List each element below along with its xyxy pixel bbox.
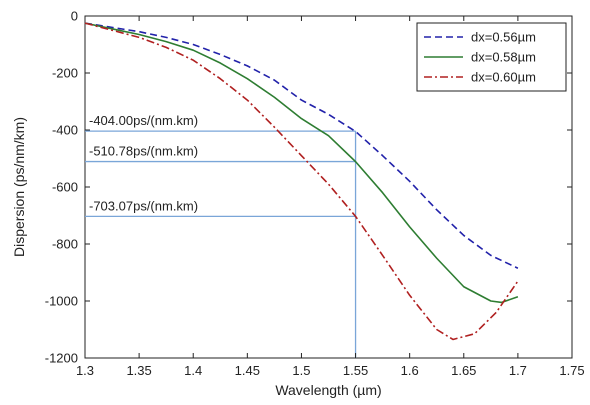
x-tick-label: 1.45 — [235, 363, 260, 378]
x-tick-label: 1.75 — [559, 363, 584, 378]
legend-entry: dx=0.58µm — [471, 50, 536, 65]
x-tick-label: 1.65 — [451, 363, 476, 378]
annotations: -404.00ps/(nm.km) -510.78ps/(nm.km) -703.0… — [89, 113, 198, 213]
y-tick-label: -200 — [52, 66, 78, 81]
y-tick-label: 0 — [71, 9, 78, 24]
x-axis-ticks: 1.3 1.35 1.4 1.45 1.5 1.55 1.6 1.65 1.7 1.75 — [76, 16, 585, 378]
series-line — [84, 22, 519, 341]
x-tick-label: 1.4 — [184, 363, 202, 378]
y-tick-label: -800 — [52, 237, 78, 252]
annotation-label: -703.07ps/(nm.km) — [89, 198, 198, 213]
y-axis-label: Dispersion (ps/nm/km) — [11, 117, 27, 257]
x-tick-label: 1.35 — [126, 363, 151, 378]
x-tick-label: 1.5 — [292, 363, 310, 378]
annotation-guides — [85, 130, 357, 358]
series-line — [84, 22, 519, 269]
x-tick-label: 1.7 — [509, 363, 527, 378]
series-line — [84, 22, 519, 304]
y-tick-label: -400 — [52, 123, 78, 138]
series-lines — [84, 22, 519, 341]
y-tick-label: -600 — [52, 180, 78, 195]
x-tick-label: 1.55 — [343, 363, 368, 378]
x-tick-label: 1.3 — [76, 363, 94, 378]
y-tick-label: -1200 — [45, 351, 78, 366]
legend: dx=0.56µm dx=0.58µm dx=0.60µm — [416, 22, 567, 92]
legend-entry: dx=0.56µm — [471, 30, 536, 45]
legend-entry: dx=0.60µm — [471, 70, 536, 85]
x-axis-label: Wavelength (µm) — [275, 382, 381, 398]
y-tick-label: -1000 — [45, 294, 78, 309]
x-tick-label: 1.6 — [401, 363, 419, 378]
annotation-label: -510.78ps/(nm.km) — [89, 144, 198, 159]
annotation-label: -404.00ps/(nm.km) — [89, 113, 198, 128]
y-axis-ticks: 0 -200 -400 -600 -800 -1000 -1200 — [45, 9, 572, 366]
